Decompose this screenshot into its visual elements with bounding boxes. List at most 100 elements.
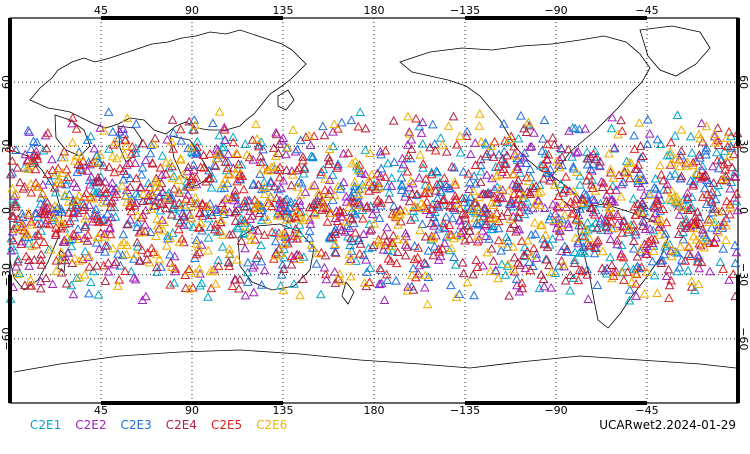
point-c2e4 bbox=[15, 177, 25, 187]
point-c2e6 bbox=[551, 156, 562, 166]
point-c2e6 bbox=[710, 137, 721, 147]
lon-tick-label-top-3: 180 bbox=[364, 4, 385, 17]
point-c2e1 bbox=[203, 232, 214, 242]
point-c2e1 bbox=[567, 122, 578, 132]
point-c2e6 bbox=[636, 206, 646, 216]
point-c2e5 bbox=[43, 128, 53, 137]
point-c2e1 bbox=[14, 268, 25, 278]
point-c2e3 bbox=[519, 148, 530, 157]
point-c2e6 bbox=[166, 136, 177, 146]
point-c2e3 bbox=[296, 178, 307, 188]
point-c2e5 bbox=[605, 210, 616, 220]
point-c2e6 bbox=[301, 212, 312, 222]
point-c2e4 bbox=[448, 111, 459, 121]
point-c2e5 bbox=[343, 148, 354, 157]
point-c2e6 bbox=[326, 208, 337, 217]
point-c2e5 bbox=[555, 226, 565, 235]
point-c2e5 bbox=[253, 141, 264, 151]
point-c2e4 bbox=[166, 209, 177, 219]
point-c2e5 bbox=[327, 232, 338, 241]
point-c2e2 bbox=[130, 158, 141, 167]
point-c2e3 bbox=[462, 126, 472, 136]
point-c2e6 bbox=[375, 238, 386, 248]
point-c2e1 bbox=[133, 217, 143, 227]
point-c2e2 bbox=[332, 160, 343, 170]
point-c2e3 bbox=[107, 127, 118, 136]
point-c2e4 bbox=[294, 250, 305, 259]
point-c2e2 bbox=[470, 138, 481, 147]
point-c2e1 bbox=[547, 233, 558, 243]
point-c2e1 bbox=[85, 131, 96, 141]
point-c2e1 bbox=[315, 289, 326, 299]
point-c2e4 bbox=[447, 161, 457, 171]
point-c2e6 bbox=[607, 273, 617, 283]
point-c2e2 bbox=[546, 282, 557, 292]
point-c2e4 bbox=[597, 182, 608, 191]
point-c2e6 bbox=[616, 191, 626, 201]
point-c2e6 bbox=[214, 106, 225, 116]
point-c2e2 bbox=[300, 187, 311, 196]
point-c2e6 bbox=[175, 153, 186, 163]
point-c2e5 bbox=[623, 224, 634, 234]
point-c2e5 bbox=[445, 201, 456, 211]
point-c2e4 bbox=[346, 233, 356, 243]
point-c2e1 bbox=[535, 160, 546, 170]
point-c2e3 bbox=[484, 234, 494, 243]
point-c2e2 bbox=[539, 281, 550, 291]
point-c2e6 bbox=[549, 180, 560, 189]
point-c2e5 bbox=[615, 251, 626, 261]
point-c2e2 bbox=[140, 155, 151, 165]
point-c2e1 bbox=[233, 223, 243, 233]
point-c2e5 bbox=[636, 262, 647, 271]
point-c2e5 bbox=[439, 195, 449, 205]
point-c2e1 bbox=[192, 136, 203, 146]
point-c2e3 bbox=[270, 236, 281, 246]
point-c2e6 bbox=[455, 131, 465, 140]
point-c2e5 bbox=[619, 275, 629, 284]
point-c2e1 bbox=[386, 173, 397, 182]
point-c2e2 bbox=[319, 262, 330, 272]
point-c2e1 bbox=[672, 110, 683, 119]
point-c2e1 bbox=[36, 225, 47, 235]
point-c2e6 bbox=[334, 269, 345, 278]
point-c2e1 bbox=[556, 179, 566, 188]
point-c2e2 bbox=[652, 194, 662, 204]
point-c2e3 bbox=[282, 194, 292, 203]
point-c2e5 bbox=[381, 269, 392, 279]
point-c2e6 bbox=[37, 189, 48, 199]
point-c2e3 bbox=[131, 119, 142, 128]
point-c2e6 bbox=[526, 250, 537, 260]
point-c2e3 bbox=[31, 137, 42, 147]
point-c2e6 bbox=[288, 169, 298, 179]
point-c2e3 bbox=[243, 277, 253, 286]
point-c2e6 bbox=[470, 213, 481, 223]
point-c2e2 bbox=[281, 149, 291, 159]
point-c2e2 bbox=[477, 225, 488, 235]
point-c2e3 bbox=[637, 175, 648, 184]
point-c2e5 bbox=[471, 198, 481, 207]
point-c2e6 bbox=[688, 160, 698, 169]
point-c2e1 bbox=[93, 289, 104, 299]
point-c2e6 bbox=[428, 232, 439, 241]
point-c2e2 bbox=[519, 201, 530, 211]
point-c2e5 bbox=[617, 227, 628, 237]
point-c2e6 bbox=[295, 189, 306, 199]
point-c2e2 bbox=[248, 287, 259, 297]
point-c2e5 bbox=[283, 238, 293, 248]
point-c2e6 bbox=[580, 224, 591, 234]
point-c2e5 bbox=[289, 212, 300, 221]
point-c2e6 bbox=[362, 177, 373, 187]
point-c2e4 bbox=[161, 203, 171, 213]
point-c2e3 bbox=[649, 182, 660, 192]
point-c2e6 bbox=[670, 154, 681, 164]
point-c2e4 bbox=[713, 140, 724, 149]
point-c2e5 bbox=[391, 258, 402, 268]
point-c2e1 bbox=[7, 241, 17, 251]
point-c2e4 bbox=[485, 188, 496, 198]
point-c2e3 bbox=[45, 176, 55, 185]
point-c2e1 bbox=[218, 142, 229, 151]
point-c2e5 bbox=[237, 171, 248, 181]
point-c2e1 bbox=[450, 259, 461, 269]
legend-item-c2e3: C2E3 bbox=[120, 418, 152, 432]
point-c2e6 bbox=[682, 157, 693, 167]
